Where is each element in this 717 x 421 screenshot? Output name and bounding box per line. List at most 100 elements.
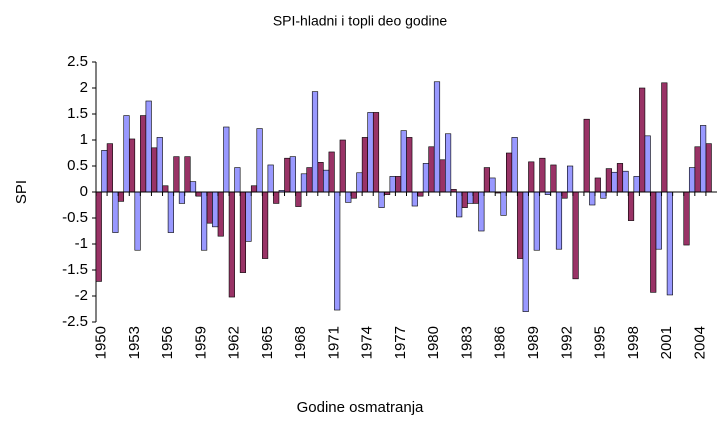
bar <box>422 163 429 193</box>
x-tick-label: 1965 <box>259 326 276 359</box>
bar <box>184 156 191 193</box>
y-tick-label: 1.5 <box>67 105 88 122</box>
bar <box>334 191 341 311</box>
bar <box>566 165 574 193</box>
bar <box>239 191 247 273</box>
bar <box>666 191 673 296</box>
x-tick-label: 1971 <box>325 326 342 359</box>
bar <box>517 191 524 259</box>
bar <box>406 137 413 193</box>
bar <box>156 137 163 193</box>
y-tick-label: -1 <box>75 235 88 252</box>
x-tick-label: 1995 <box>592 326 609 359</box>
bar <box>539 157 546 193</box>
bar <box>700 125 707 193</box>
bar <box>644 135 651 193</box>
bar <box>533 191 540 251</box>
x-tick-label: 1968 <box>292 326 309 359</box>
x-tick-label: 1983 <box>458 326 475 359</box>
bar <box>206 191 213 224</box>
x-tick-label: 1974 <box>359 326 376 359</box>
bar <box>123 115 130 193</box>
bar <box>345 191 352 203</box>
bar <box>273 191 280 204</box>
bar <box>389 176 396 193</box>
bar <box>395 176 402 193</box>
y-tick-label: -2.5 <box>62 313 88 330</box>
x-tick-label: 2001 <box>658 326 675 359</box>
bar <box>217 191 224 237</box>
bar <box>162 185 169 193</box>
bar <box>223 126 230 193</box>
bar <box>145 100 152 193</box>
bar <box>234 167 241 193</box>
y-tick-label: 1 <box>80 131 88 148</box>
bar <box>694 146 701 193</box>
bar <box>367 112 374 193</box>
bar <box>378 191 385 208</box>
bar <box>627 191 635 221</box>
bar <box>300 173 307 193</box>
y-tick-label: -1.5 <box>62 261 88 278</box>
bar <box>140 115 147 193</box>
bar <box>511 137 518 193</box>
y-tick-label: -2 <box>75 287 88 304</box>
bar <box>456 191 463 218</box>
x-tick-label: 1950 <box>93 326 110 359</box>
bar <box>178 191 186 204</box>
bar <box>267 164 274 193</box>
bar <box>112 191 119 233</box>
bar <box>489 177 496 193</box>
bar <box>173 156 180 193</box>
bar <box>339 139 346 193</box>
bar <box>372 112 380 193</box>
x-tick-label: 1956 <box>159 326 176 359</box>
bar <box>428 146 435 193</box>
bar <box>433 81 441 193</box>
bar <box>167 191 174 233</box>
bar <box>478 191 485 232</box>
bar <box>550 164 557 193</box>
bar <box>256 128 263 193</box>
y-tick-label: 2 <box>80 79 88 96</box>
bar <box>417 191 424 197</box>
x-tick-label: 1986 <box>492 326 509 359</box>
y-tick-label: -0.5 <box>62 209 88 226</box>
x-tick-label: 1998 <box>625 326 642 359</box>
bar <box>317 162 324 193</box>
bar <box>616 163 624 193</box>
bar <box>262 191 269 259</box>
y-axis-title: SPI <box>13 180 30 204</box>
bar <box>555 191 563 250</box>
bar <box>356 172 363 193</box>
chart-title: SPI-hladni i topli deo godine <box>273 13 448 29</box>
bar <box>661 82 668 193</box>
bar <box>611 171 618 193</box>
bar <box>189 181 197 193</box>
bar <box>328 151 335 193</box>
bar <box>212 191 219 228</box>
bar <box>306 167 313 193</box>
bar <box>128 138 136 193</box>
bar <box>228 191 235 298</box>
bar <box>439 159 446 193</box>
x-tick-label: 1989 <box>525 326 542 359</box>
bar <box>605 168 612 193</box>
bar <box>633 176 640 193</box>
bar <box>195 191 202 197</box>
x-tick-label: 1953 <box>126 326 143 359</box>
bar <box>650 191 657 293</box>
y-tick-label: 2.5 <box>67 53 88 70</box>
bar <box>445 133 452 193</box>
bar <box>250 185 258 193</box>
bar <box>561 191 568 199</box>
bar <box>361 137 368 193</box>
y-tick-label: 0.5 <box>67 157 88 174</box>
bar <box>284 157 291 193</box>
x-tick-label: 1959 <box>192 326 209 359</box>
bar <box>95 191 102 282</box>
bar <box>528 161 535 193</box>
bar <box>467 191 474 204</box>
bar <box>589 191 596 206</box>
bar <box>655 191 662 250</box>
